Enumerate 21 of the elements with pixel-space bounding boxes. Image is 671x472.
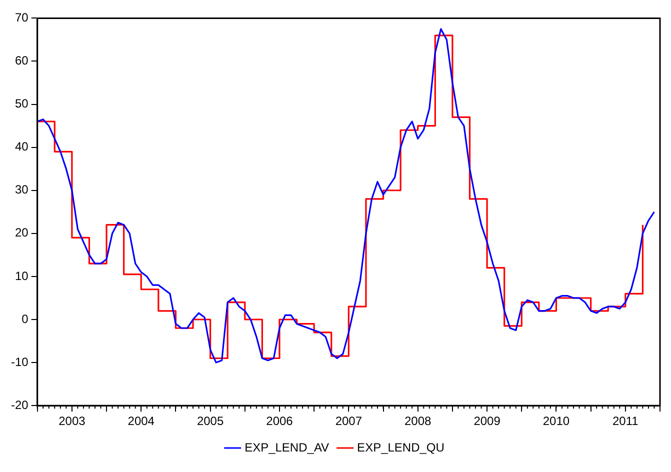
legend-label: EXP_LEND_AV bbox=[244, 440, 330, 454]
x-tick-label: 2008 bbox=[404, 414, 432, 428]
x-tick-label: 2009 bbox=[474, 414, 501, 428]
y-tick-label: 10 bbox=[14, 268, 29, 283]
y-tick-label: 40 bbox=[14, 140, 29, 154]
x-tick-label: 2003 bbox=[58, 414, 86, 428]
y-tick-label: 50 bbox=[14, 96, 29, 111]
x-tick-label: 2007 bbox=[335, 414, 362, 428]
y-tick-label: -20 bbox=[11, 398, 29, 412]
y-tick-label: 70 bbox=[14, 10, 29, 25]
y-tick-label: 20 bbox=[14, 226, 29, 240]
y-tick-label: 30 bbox=[14, 182, 29, 197]
y-tick-label: 60 bbox=[14, 54, 29, 68]
x-tick-label: 2005 bbox=[196, 414, 224, 428]
y-tick-label: -10 bbox=[11, 354, 29, 369]
x-tick-label: 2011 bbox=[612, 414, 639, 428]
x-tick-label: 2004 bbox=[128, 414, 155, 428]
x-tick-label: 2010 bbox=[542, 414, 570, 428]
x-tick-label: 2006 bbox=[266, 414, 294, 428]
legend-label: EXP_LEND_QU bbox=[357, 440, 444, 454]
y-tick-label: 0 bbox=[22, 312, 29, 326]
